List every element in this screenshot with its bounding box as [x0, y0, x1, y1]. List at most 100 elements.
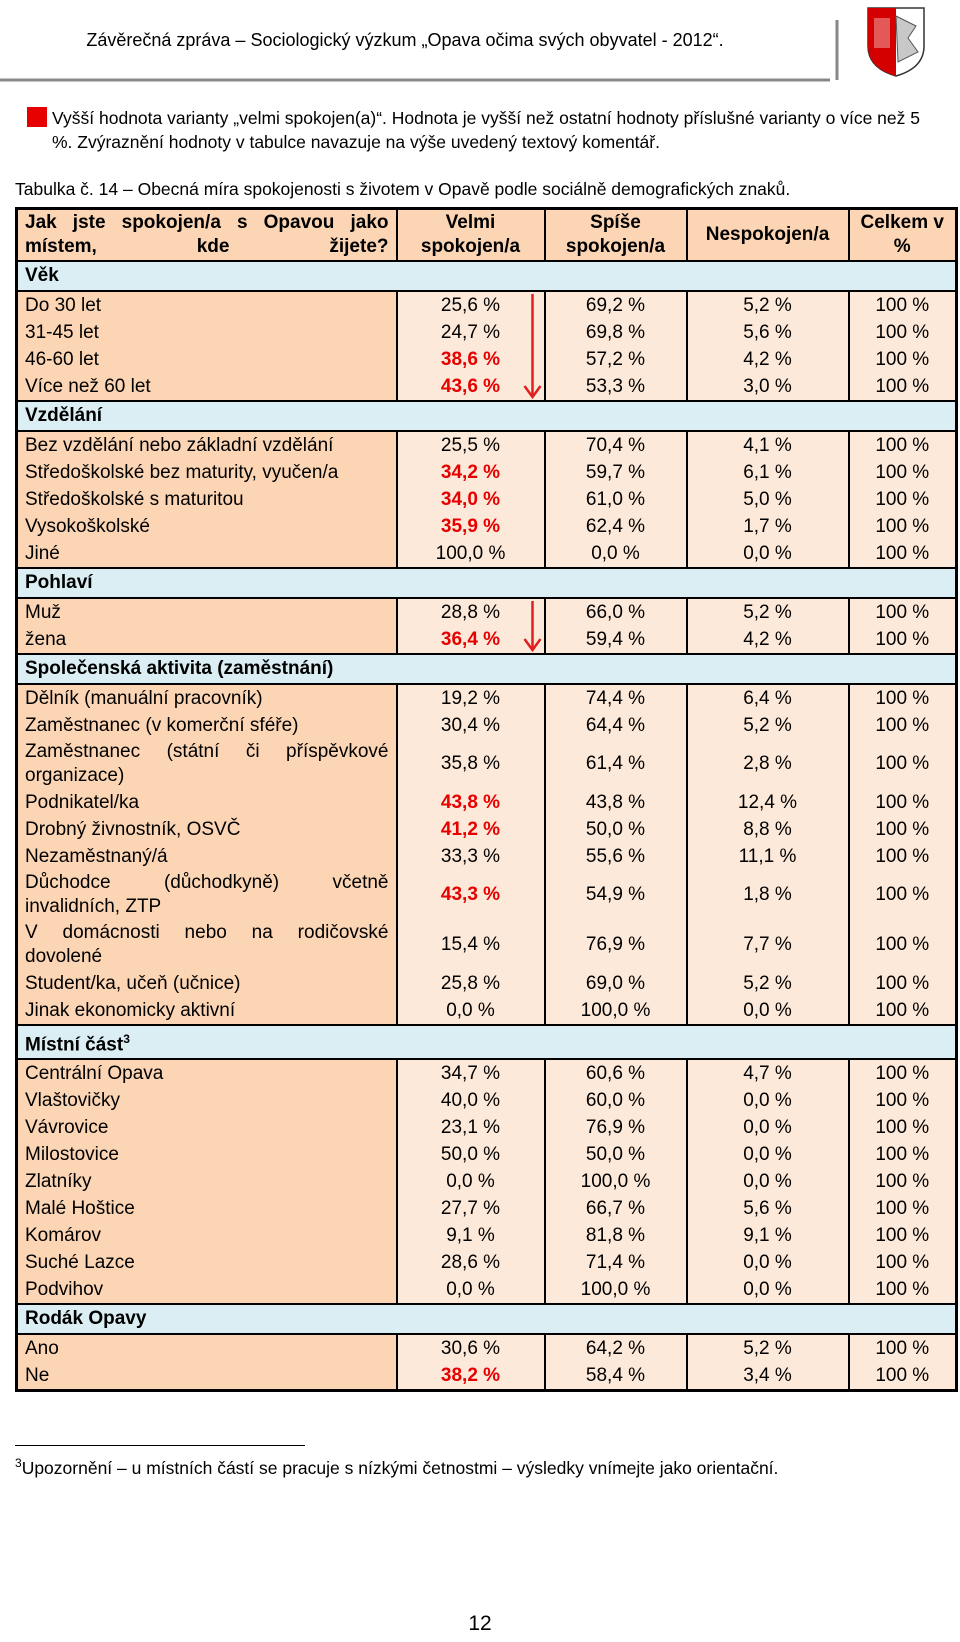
- data-row: Ne 38,2 % 58,4 % 3,4 % 100 %: [15, 1362, 958, 1391]
- value-cell: 4,2 %: [685, 346, 850, 373]
- value-cell: 50,0 %: [543, 1141, 688, 1169]
- section-title: Vzdělání: [25, 405, 103, 426]
- data-row: žena 36,4 % 59,4 % 4,2 % 100 %: [15, 626, 958, 654]
- value-cell: 6,4 %: [685, 684, 850, 712]
- value-cell: 0,0 %: [543, 540, 688, 568]
- value-cell: 5,2 %: [685, 1334, 850, 1363]
- value-cell: 36,4 %: [395, 626, 546, 654]
- value-cell: 53,3 %: [543, 373, 688, 401]
- row-label: Muž: [15, 598, 398, 626]
- value-cell: 100 %: [847, 319, 958, 346]
- row-label: Student/ka, učeň (učnice): [15, 970, 398, 997]
- section-row: Rodák Opavy: [15, 1303, 958, 1336]
- footnote-ref: 3: [123, 1032, 130, 1046]
- value-cell: 70,4 %: [543, 431, 688, 459]
- value-cell: 35,9 %: [395, 513, 546, 540]
- data-row: Centrální Opava 34,7 % 60,6 % 4,7 % 100 %: [15, 1059, 958, 1088]
- column-header: Spíše spokojen/a: [543, 207, 688, 262]
- value-cell: 59,4 %: [543, 626, 688, 654]
- row-label: Bez vzdělání nebo základní vzdělání: [15, 431, 398, 459]
- row-label: Podnikatel/ka: [15, 789, 398, 816]
- value-cell: 100 %: [847, 1222, 958, 1250]
- value-cell: 100,0 %: [395, 540, 546, 568]
- row-label: Zaměstnanec (v komerční sféře): [15, 712, 398, 739]
- section-row: Místní část3: [15, 1023, 958, 1061]
- value-cell: 100 %: [847, 486, 958, 513]
- value-cell: 5,2 %: [685, 291, 850, 319]
- value-cell: 3,0 %: [685, 373, 850, 401]
- section-title-cell: Vzdělání: [15, 400, 958, 432]
- value-cell: 28,8 %: [395, 598, 546, 626]
- value-cell: 100 %: [847, 1087, 958, 1115]
- data-row: Bez vzdělání nebo základní vzdělání 25,5 …: [15, 431, 958, 459]
- value-cell: 0,0 %: [685, 1114, 850, 1142]
- section-row: Pohlaví: [15, 567, 958, 599]
- column-header: Nespokojen/a: [685, 207, 850, 262]
- value-cell: 100 %: [847, 920, 958, 970]
- value-cell: 5,6 %: [685, 319, 850, 346]
- data-row: Zaměstnanec (v komerční sféře) 30,4 % 64,4…: [15, 712, 958, 739]
- value-cell: 100 %: [847, 997, 958, 1025]
- value-cell: 100 %: [847, 1276, 958, 1305]
- value-cell: 76,9 %: [543, 1114, 688, 1142]
- row-label: Středoškolské bez maturity, vyučen/a: [15, 459, 398, 486]
- value-cell: 5,2 %: [685, 712, 850, 739]
- value-cell: 5,0 %: [685, 486, 850, 513]
- legend-text: Vyšší hodnota varianty „velmi spokojen(a…: [52, 108, 920, 152]
- value-cell: 74,4 %: [543, 684, 688, 712]
- value-cell: 0,0 %: [685, 1276, 850, 1305]
- data-row: Malé Hoštice 27,7 % 66,7 % 5,6 % 100 %: [15, 1195, 958, 1223]
- value-cell: 11,1 %: [685, 843, 850, 870]
- value-cell: 34,0 %: [395, 486, 546, 513]
- value-cell: 54,9 %: [543, 870, 688, 920]
- data-row: Více než 60 let 43,6 % 53,3 % 3,0 % 100 %: [15, 373, 958, 401]
- value-cell: 62,4 %: [543, 513, 688, 540]
- row-label: Komárov: [15, 1222, 398, 1250]
- section-title-cell: Místní část3: [15, 1023, 958, 1061]
- value-cell: 100 %: [847, 1334, 958, 1363]
- value-cell: 28,6 %: [395, 1249, 546, 1277]
- value-cell: 27,7 %: [395, 1195, 546, 1223]
- value-cell: 1,8 %: [685, 870, 850, 920]
- value-cell: 64,4 %: [543, 712, 688, 739]
- value-cell: 9,1 %: [685, 1222, 850, 1250]
- section-title: Místní část: [25, 1034, 124, 1056]
- value-cell: 61,4 %: [543, 739, 688, 789]
- row-label: Milostovice: [15, 1141, 398, 1169]
- data-row: Nezaměstnaný/á 33,3 % 55,6 % 11,1 % 100 %: [15, 843, 958, 870]
- value-cell: 100 %: [847, 739, 958, 789]
- row-label: Dělník (manuální pracovník): [15, 684, 398, 712]
- value-cell: 2,8 %: [685, 739, 850, 789]
- value-cell: 69,2 %: [543, 291, 688, 319]
- value-cell: 100 %: [847, 1362, 958, 1391]
- value-cell: 43,6 %: [395, 373, 546, 401]
- value-cell: 30,6 %: [395, 1334, 546, 1363]
- value-cell: 100 %: [847, 870, 958, 920]
- value-cell: 0,0 %: [395, 1276, 546, 1305]
- row-label: žena: [15, 626, 398, 654]
- value-cell: 6,1 %: [685, 459, 850, 486]
- value-cell: 50,0 %: [543, 816, 688, 843]
- value-cell: 40,0 %: [395, 1087, 546, 1115]
- value-cell: 100 %: [847, 1141, 958, 1169]
- value-cell: 69,8 %: [543, 319, 688, 346]
- value-cell: 0,0 %: [395, 1168, 546, 1196]
- section-title: Rodák Opavy: [25, 1308, 147, 1330]
- value-cell: 59,7 %: [543, 459, 688, 486]
- value-cell: 57,2 %: [543, 346, 688, 373]
- value-cell: 9,1 %: [395, 1222, 546, 1250]
- value-cell: 100 %: [847, 626, 958, 654]
- row-label: Do 30 let: [15, 291, 398, 319]
- value-cell: 100 %: [847, 598, 958, 626]
- row-label: Drobný živnostník, OSVČ: [15, 816, 398, 843]
- value-cell: 69,0 %: [543, 970, 688, 997]
- value-cell: 15,4 %: [395, 920, 546, 970]
- value-cell: 100 %: [847, 843, 958, 870]
- table: Jak jste spokojen/a s Opavou jako místem…: [15, 207, 958, 1393]
- value-cell: 25,5 %: [395, 431, 546, 459]
- value-cell: 71,4 %: [543, 1249, 688, 1277]
- value-cell: 100 %: [847, 540, 958, 568]
- data-row: Suché Lazce 28,6 % 71,4 % 0,0 % 100 %: [15, 1249, 958, 1277]
- header-row: Jak jste spokojen/a s Opavou jako místem…: [15, 207, 958, 262]
- value-cell: 100 %: [847, 970, 958, 997]
